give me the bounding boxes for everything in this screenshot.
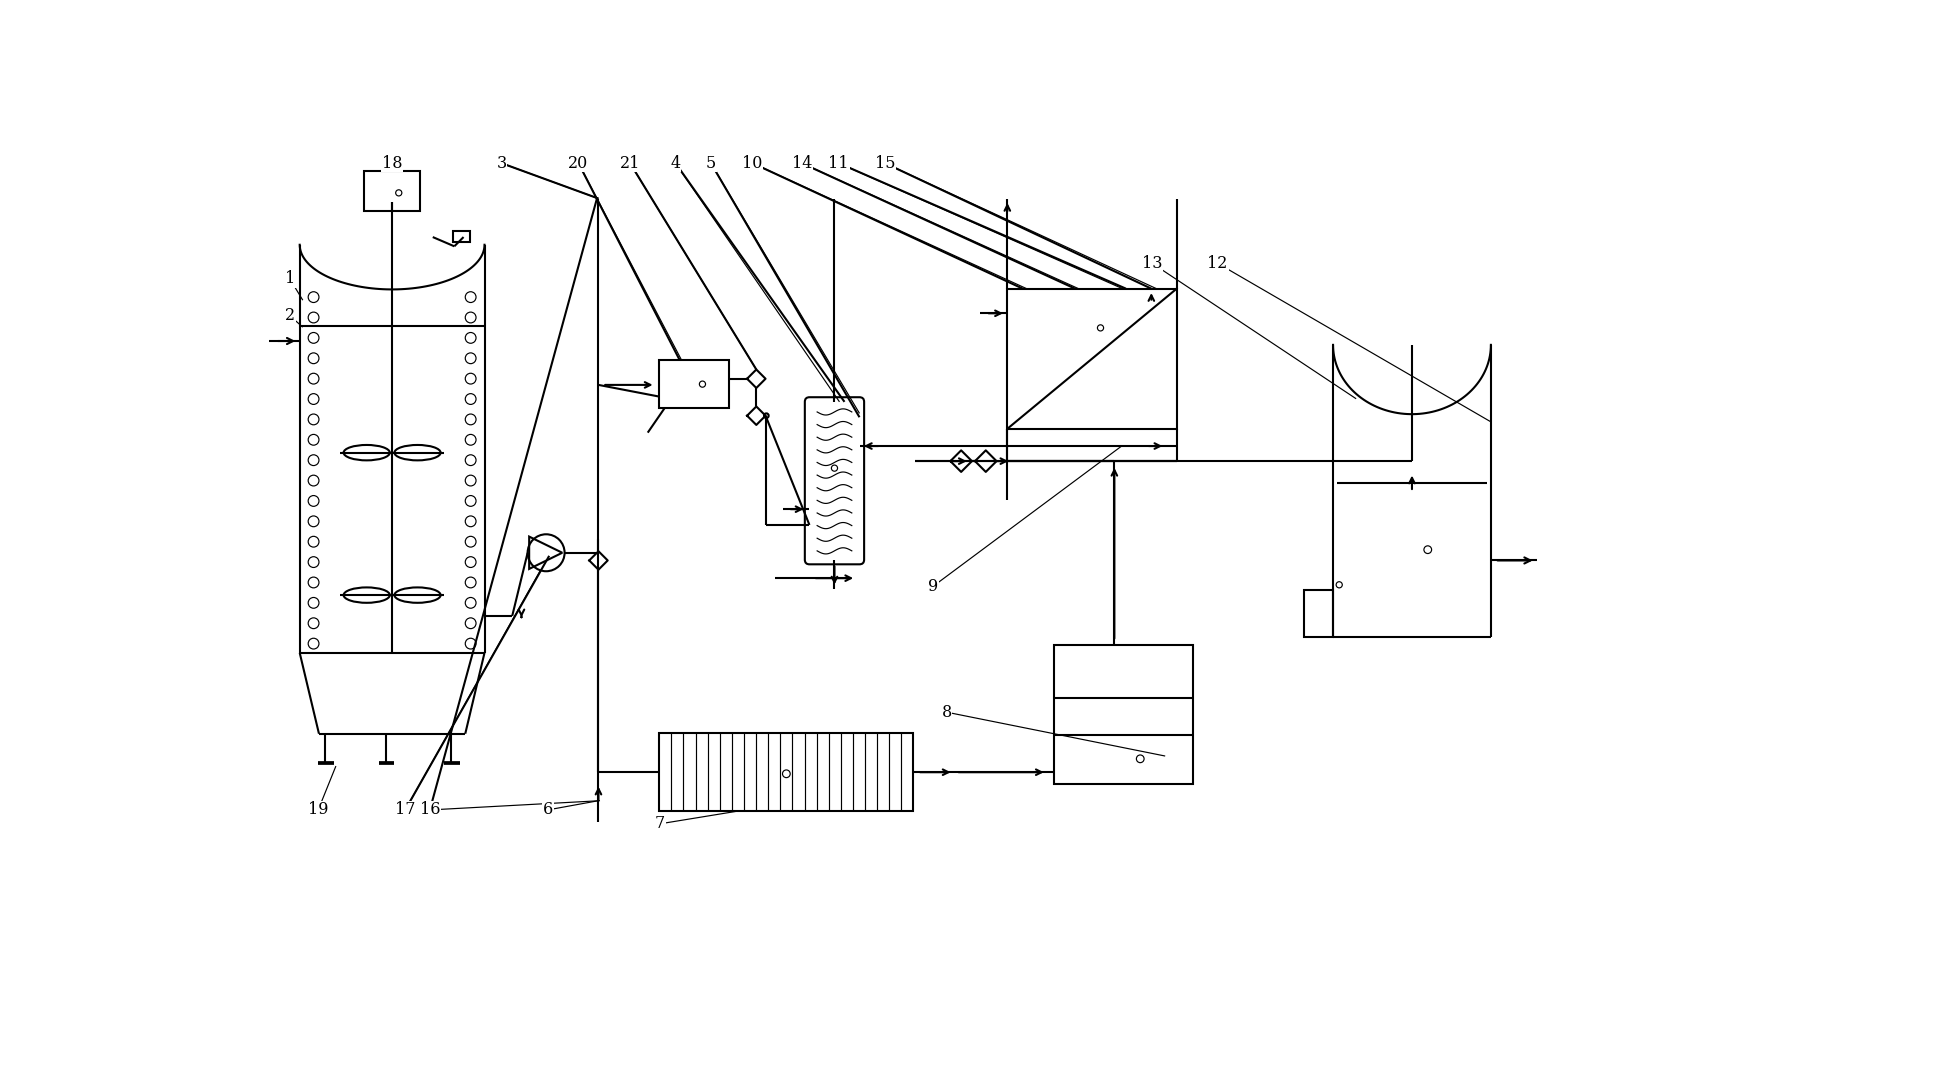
Text: 12: 12 <box>1206 255 1227 271</box>
Bar <box>657 361 729 408</box>
Text: 14: 14 <box>791 155 812 171</box>
Text: 8: 8 <box>940 704 952 720</box>
Text: 4: 4 <box>671 155 681 171</box>
Text: 3: 3 <box>496 155 506 171</box>
Text: 19: 19 <box>308 801 328 819</box>
Bar <box>365 171 419 210</box>
Bar <box>1006 289 1177 428</box>
Bar <box>1303 590 1332 638</box>
Text: 7: 7 <box>655 815 665 833</box>
Bar <box>1053 645 1192 784</box>
Text: 16: 16 <box>419 801 440 819</box>
Text: 9: 9 <box>927 578 937 595</box>
Circle shape <box>764 413 768 417</box>
Text: 15: 15 <box>874 155 894 171</box>
Text: 21: 21 <box>620 155 640 171</box>
Bar <box>659 732 913 811</box>
Text: 18: 18 <box>382 155 401 171</box>
Bar <box>452 231 469 242</box>
Text: 17: 17 <box>396 801 415 819</box>
Text: 1: 1 <box>285 270 295 287</box>
Text: 2: 2 <box>285 307 295 324</box>
Text: 5: 5 <box>706 155 715 171</box>
Text: 6: 6 <box>543 801 553 819</box>
Text: 11: 11 <box>828 155 849 171</box>
Text: 20: 20 <box>568 155 588 171</box>
Text: 13: 13 <box>1142 255 1161 271</box>
Text: 10: 10 <box>743 155 762 171</box>
